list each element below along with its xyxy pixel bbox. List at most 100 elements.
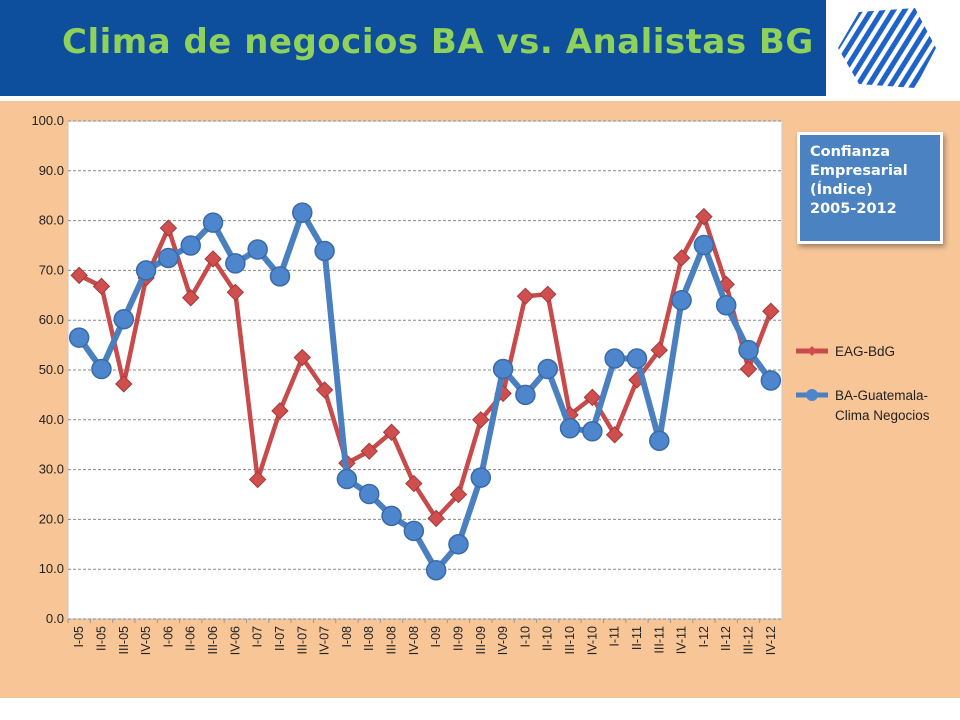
y-tick-label: 60.0 [39, 312, 64, 327]
x-tick-label: III-09 [474, 626, 488, 655]
logo-stripe [859, 8, 925, 88]
data-point-circle [68, 327, 90, 348]
data-point-circle [202, 212, 224, 233]
x-tick-label: IV-07 [318, 626, 332, 655]
data-point-circle [693, 234, 715, 256]
logo-stripe [838, 8, 859, 88]
logo-stripe [848, 8, 914, 88]
page-title: Clima de negocios BA vs. Analistas BG [62, 22, 814, 62]
data-point-circle [760, 370, 782, 391]
x-tick-label: IV-08 [407, 626, 421, 655]
data-point-circle [448, 534, 469, 555]
data-point-circle [314, 240, 335, 262]
info-line-4: 2005-2012 [810, 201, 897, 217]
line-chart: 0.0 10.0 20.0 30.0 40.0 50.0 60.0 70.0 80.0 90.0 1… [31, 113, 783, 655]
logo-stripe [838, 8, 848, 88]
data-point-diamond [248, 470, 267, 489]
data-point-circle [738, 339, 759, 361]
x-tick-label: II-10 [541, 626, 555, 651]
header-bar: Clima de negocios BA vs. Analistas BG [0, 0, 826, 96]
series-eag-bdg [70, 207, 780, 528]
data-point-diamond [204, 250, 222, 268]
legend-swatch-diamond-icon [796, 346, 828, 356]
data-point-circle [247, 239, 268, 260]
data-point-diamond [695, 207, 713, 226]
data-point-diamond [92, 277, 111, 296]
data-point-circle [292, 202, 313, 223]
data-point-circle [180, 235, 201, 256]
x-tick-label: I-11 [608, 626, 622, 647]
x-tick-label: I-06 [161, 626, 175, 648]
y-tick-label: 10.0 [39, 561, 64, 576]
x-tick-label: II-11 [630, 626, 644, 650]
info-line-2: Empresarial [810, 163, 908, 179]
data-point-circle [135, 260, 157, 281]
logo-stripe [914, 8, 936, 88]
x-tick-label: III-12 [742, 626, 756, 655]
x-tick-label: IV-09 [496, 626, 510, 655]
logo-stripe [892, 8, 936, 88]
data-point-diamond [182, 289, 200, 307]
data-point-diamond [739, 360, 758, 378]
data-point-diamond [293, 348, 311, 367]
data-point-circle [715, 295, 737, 316]
data-point-circle [225, 253, 246, 274]
series-ba-guatemala [68, 202, 782, 581]
logo-stripe [903, 8, 936, 88]
data-point-diamond [159, 219, 178, 237]
data-point-circle [158, 247, 179, 269]
x-tick-label: I-10 [518, 626, 532, 648]
x-tick-label: I-08 [340, 626, 354, 648]
x-tick-label: I-05 [72, 626, 86, 648]
data-point-circle [492, 358, 514, 380]
data-point-diamond [405, 474, 423, 493]
x-tick-label: III-11 [652, 626, 666, 654]
logo-stripe [947, 0, 960, 96]
x-tick-label: I-07 [251, 626, 265, 648]
striped-hexagon-logo-icon [826, 0, 960, 96]
data-point-circle [470, 467, 492, 488]
data-point-diamond [605, 426, 624, 444]
legend-item-ba: BA-Guatemala-Clima Negocios [794, 385, 954, 423]
data-point-circle [113, 308, 135, 330]
data-point-circle [671, 290, 692, 311]
data-point-diamond [70, 266, 88, 285]
x-tick-label: I-09 [429, 626, 443, 648]
x-tick-label: IV-11 [675, 626, 689, 654]
data-point-diamond [449, 485, 468, 504]
logo-stripe [838, 8, 870, 88]
x-tick-label: II-06 [184, 626, 198, 651]
data-point-circle [604, 348, 625, 369]
x-tick-label: III-10 [563, 626, 577, 655]
y-tick-label: 0.0 [46, 611, 64, 626]
x-tick-label: IV-12 [764, 626, 778, 655]
logo-stripe [925, 8, 936, 88]
x-tick-label: III-05 [117, 626, 131, 655]
data-point-diamond [672, 249, 691, 267]
x-tick-label: IV-05 [139, 626, 153, 655]
y-tick-label: 40.0 [39, 412, 64, 427]
x-tick-label: I-12 [697, 626, 711, 648]
data-point-circle [626, 348, 648, 369]
logo-stripe [870, 8, 936, 88]
x-tick-label: II-05 [94, 626, 108, 651]
y-tick-label: 50.0 [39, 362, 64, 377]
data-point-diamond [115, 375, 133, 393]
logo-stripe [838, 8, 903, 88]
legend-swatch-circle-icon [796, 389, 828, 401]
info-box: Confianza Empresarial (Índice) 2005-2012 [797, 132, 943, 244]
data-point-diamond [226, 283, 245, 302]
legend-item-eag: EAG-BdG [794, 341, 954, 371]
data-point-diamond [271, 402, 289, 420]
x-tick-label: II-12 [719, 626, 733, 651]
data-point-circle [403, 520, 425, 542]
x-tick-label: II-09 [451, 626, 465, 651]
logo-stripe [826, 0, 837, 96]
chart-panel: 0.0 10.0 20.0 30.0 40.0 50.0 60.0 70.0 80.0 90.0 1… [0, 101, 960, 698]
legend-label-eag: EAG-BdG [835, 344, 896, 359]
data-point-circle [358, 483, 380, 505]
data-point-diamond [427, 509, 445, 528]
data-point-circle [336, 468, 358, 490]
data-point-diamond [539, 285, 557, 304]
x-tick-label: III-07 [295, 626, 309, 655]
